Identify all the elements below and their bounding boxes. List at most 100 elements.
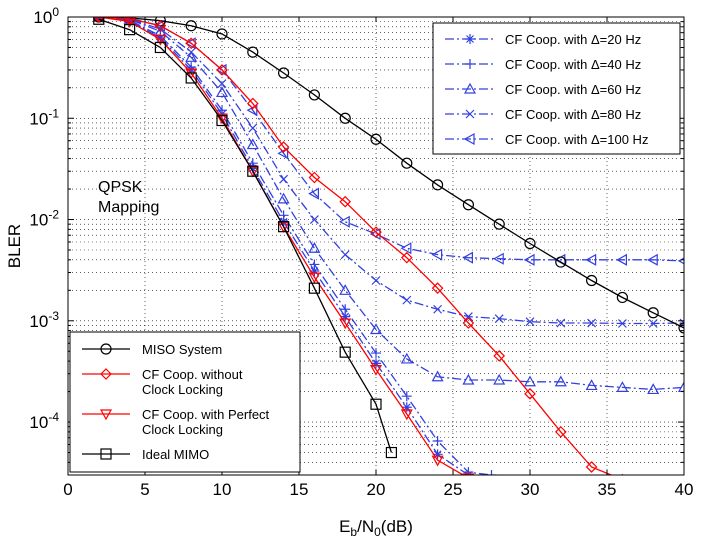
legend-label: CF Coop. with Δ=100 Hz: [505, 132, 648, 147]
data-point: [247, 46, 259, 58]
data-point: [248, 123, 258, 133]
x-tick-label: 0: [63, 480, 72, 499]
legend-marker: [100, 448, 112, 460]
data-point: [385, 446, 397, 459]
data-point: [277, 222, 290, 233]
y-tick-label: 10-2: [29, 208, 59, 230]
legend-top-box: [432, 22, 681, 155]
data-point: [217, 79, 227, 89]
x-tick-label: 15: [290, 480, 309, 499]
legend-label: CF Coop. with Δ=80 Hz: [505, 107, 641, 122]
data-point: [339, 284, 352, 295]
data-point: [155, 33, 166, 44]
data-point: [278, 221, 290, 233]
data-point: [585, 461, 598, 473]
data-point: [215, 113, 229, 125]
x-tick-label: 5: [140, 480, 149, 499]
data-point: [677, 381, 684, 392]
x-tick-label: 25: [444, 480, 463, 499]
data-point: [308, 272, 321, 284]
annotation-mapping: Mapping: [98, 199, 159, 216]
x-tick-label: 40: [675, 480, 694, 499]
series-3: [93, 17, 397, 459]
data-point: [494, 314, 504, 324]
data-point: [462, 199, 474, 211]
data-point: [524, 237, 536, 250]
data-point: [277, 192, 290, 204]
legend-marker: [100, 368, 112, 380]
data-point: [616, 253, 628, 266]
series-line: [98, 17, 492, 475]
y-tick-label: 10-4: [29, 410, 59, 432]
data-point: [247, 163, 258, 174]
legend-marker: [463, 132, 475, 146]
series-line: [98, 17, 613, 475]
data-point: [246, 166, 259, 178]
data-point: [308, 282, 320, 294]
data-point: [587, 318, 597, 328]
data-point: [401, 402, 412, 413]
data-point: [216, 28, 228, 40]
y-axis-label: BLER: [5, 224, 24, 268]
data-point: [247, 165, 259, 177]
data-point: [340, 311, 351, 322]
ticks: 0 5 10 15 20 25 30 35 40 100 10-1 10-2 10-3 10-4: [29, 5, 693, 499]
data-point: [309, 266, 320, 277]
data-point: [279, 174, 289, 184]
x-axis-label: Eb/N0(dB): [339, 517, 413, 539]
data-point: [216, 64, 228, 76]
data-point: [486, 470, 497, 475]
data-point: [616, 381, 629, 392]
data-point: [462, 251, 473, 264]
data-point: [431, 282, 444, 295]
data-point: [216, 114, 228, 127]
data-point: [400, 251, 413, 264]
data-point: [123, 24, 136, 36]
data-point: [370, 226, 382, 239]
data-point: [432, 179, 444, 191]
data-point: [185, 72, 197, 84]
data-point: [554, 375, 567, 387]
data-point: [400, 352, 413, 364]
legend-top-right: CF Coop. with Δ=20 Hz CF Coop. with Δ=40 …: [432, 22, 681, 155]
data-point: [647, 307, 659, 319]
data-point: [556, 318, 566, 328]
data-point: [246, 138, 259, 150]
x-tick-label: 10: [213, 480, 232, 499]
data-point: [493, 218, 505, 230]
data-point: [370, 398, 382, 410]
data-point: [646, 253, 658, 266]
data-point: [308, 89, 320, 101]
data-point: [524, 387, 536, 400]
data-point: [308, 187, 319, 200]
legend-marker: [463, 82, 477, 94]
data-point: [432, 435, 443, 446]
legend-label: Clock Locking: [142, 422, 223, 437]
data-point: [277, 141, 290, 153]
data-point: [462, 373, 475, 385]
data-point: [647, 383, 660, 395]
data-point: [621, 473, 624, 475]
data-point: [154, 19, 167, 32]
legend-label: CF Coop. with Δ=20 Hz: [505, 32, 641, 47]
data-point: [616, 291, 629, 304]
data-point: [585, 253, 597, 266]
legend-marker: [465, 59, 475, 69]
data-point: [369, 364, 383, 376]
data-point: [493, 350, 506, 362]
series-6: [92, 17, 684, 395]
data-point: [370, 133, 382, 145]
data-point: [525, 317, 535, 327]
annotation-qpsk: QPSK: [98, 179, 143, 196]
data-point: [278, 67, 290, 79]
data-point: [585, 379, 598, 391]
data-point: [555, 256, 567, 268]
data-point: [401, 157, 413, 169]
x-tick-label: 35: [598, 480, 617, 499]
data-point: [339, 318, 352, 330]
data-point: [185, 51, 198, 62]
data-point: [339, 112, 351, 124]
data-point: [371, 276, 381, 285]
